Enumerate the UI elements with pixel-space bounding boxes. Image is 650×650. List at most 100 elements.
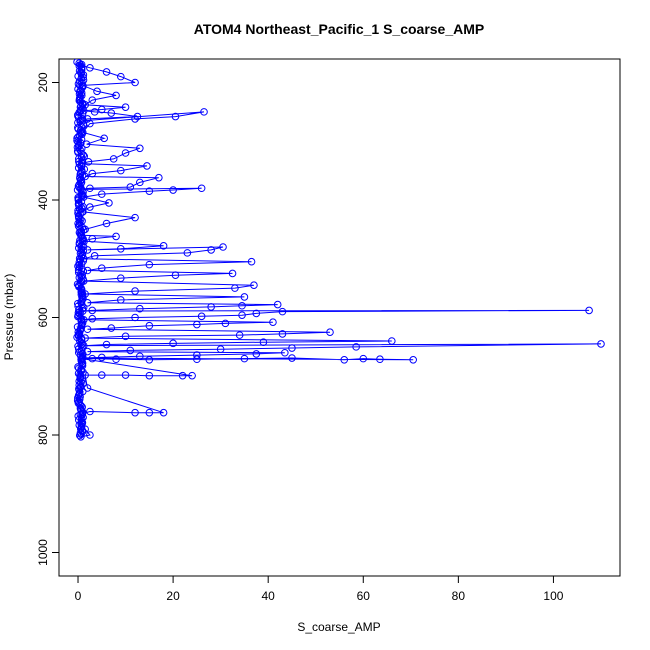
data-point xyxy=(112,355,120,364)
data-point xyxy=(240,293,249,301)
data-point xyxy=(88,314,97,323)
data-point xyxy=(359,354,368,363)
data-point xyxy=(97,371,106,379)
data-point xyxy=(159,408,168,417)
data-point xyxy=(273,300,282,309)
data-point xyxy=(76,410,85,419)
data-point xyxy=(238,301,246,310)
data-point xyxy=(78,419,87,428)
data-point xyxy=(269,318,277,327)
x-axis-title: S_coarse_AMP xyxy=(297,620,380,634)
data-point xyxy=(145,356,154,364)
data-point xyxy=(136,304,144,313)
data-point xyxy=(207,246,215,254)
y-tick-label: 200 xyxy=(36,72,50,92)
data-point xyxy=(193,351,201,359)
data-point xyxy=(143,162,151,170)
data-point xyxy=(83,384,92,392)
data-point xyxy=(117,274,125,282)
data-point xyxy=(145,371,154,380)
x-tick-label: 60 xyxy=(357,589,371,603)
data-point xyxy=(88,96,97,104)
data-point xyxy=(74,219,82,228)
data-point xyxy=(88,234,97,243)
data-point xyxy=(78,354,86,363)
chart-title: ATOM4 Northeast_Pacific_1 S_coarse_AMP xyxy=(194,21,485,37)
data-point xyxy=(77,185,85,194)
data-point xyxy=(83,266,92,275)
data-point xyxy=(326,328,334,336)
data-point xyxy=(117,244,125,253)
data-point xyxy=(352,343,360,351)
data-point xyxy=(193,355,201,364)
data-point xyxy=(88,306,97,315)
data-point xyxy=(77,179,85,188)
data-point xyxy=(145,321,154,330)
data-point xyxy=(597,340,605,348)
data-point xyxy=(97,264,106,272)
data-point xyxy=(112,91,120,100)
data-point xyxy=(74,399,83,407)
data-point xyxy=(238,311,246,319)
data-point xyxy=(75,431,84,440)
data-point xyxy=(78,237,87,245)
data-point xyxy=(136,178,144,187)
data-point xyxy=(136,144,144,153)
data-point xyxy=(219,243,227,251)
data-point xyxy=(145,187,154,195)
data-point xyxy=(131,287,139,295)
data-point xyxy=(83,246,92,254)
y-tick-label: 600 xyxy=(36,307,50,327)
data-point xyxy=(78,81,87,90)
data-point xyxy=(278,307,287,316)
data-point xyxy=(288,354,296,362)
data-point xyxy=(73,143,82,152)
data-point xyxy=(178,371,187,380)
data-point xyxy=(117,72,125,81)
y-tick-label: 400 xyxy=(36,190,50,210)
data-point xyxy=(278,330,287,338)
data-point xyxy=(77,89,86,97)
data-point xyxy=(131,408,139,417)
data-point xyxy=(100,134,108,143)
data-point xyxy=(207,303,215,311)
data-point xyxy=(78,207,87,216)
data-point xyxy=(133,112,142,121)
data-point xyxy=(145,408,154,417)
data-point xyxy=(200,108,208,116)
data-point xyxy=(155,173,163,182)
data-point xyxy=(109,155,118,163)
data-point xyxy=(216,345,225,354)
data-point xyxy=(159,242,168,250)
data-point xyxy=(235,331,244,339)
data-point xyxy=(86,64,94,72)
data-point xyxy=(102,340,111,349)
data-point xyxy=(131,115,139,123)
data-point xyxy=(188,371,196,380)
x-tick-label: 0 xyxy=(75,589,82,603)
data-point xyxy=(117,166,125,175)
data-point xyxy=(78,159,86,168)
data-point xyxy=(83,347,92,356)
data-point xyxy=(259,338,268,346)
data-point xyxy=(107,324,116,332)
data-point xyxy=(90,108,99,116)
data-point xyxy=(86,184,94,193)
data-point xyxy=(193,320,201,329)
data-point xyxy=(79,277,88,285)
data-point xyxy=(83,299,92,307)
x-tick-label: 100 xyxy=(543,589,563,603)
data-point xyxy=(83,115,92,123)
data-point xyxy=(74,266,83,274)
data-point xyxy=(131,78,139,87)
data-point xyxy=(74,328,83,336)
data-point xyxy=(102,68,111,76)
data-point xyxy=(409,356,417,364)
data-point xyxy=(75,283,83,291)
x-tick-label: 20 xyxy=(166,589,180,603)
data-point xyxy=(77,430,85,438)
y-axis-title: Pressure (mbar) xyxy=(2,274,16,361)
data-point xyxy=(171,271,180,280)
data-point xyxy=(221,319,230,328)
